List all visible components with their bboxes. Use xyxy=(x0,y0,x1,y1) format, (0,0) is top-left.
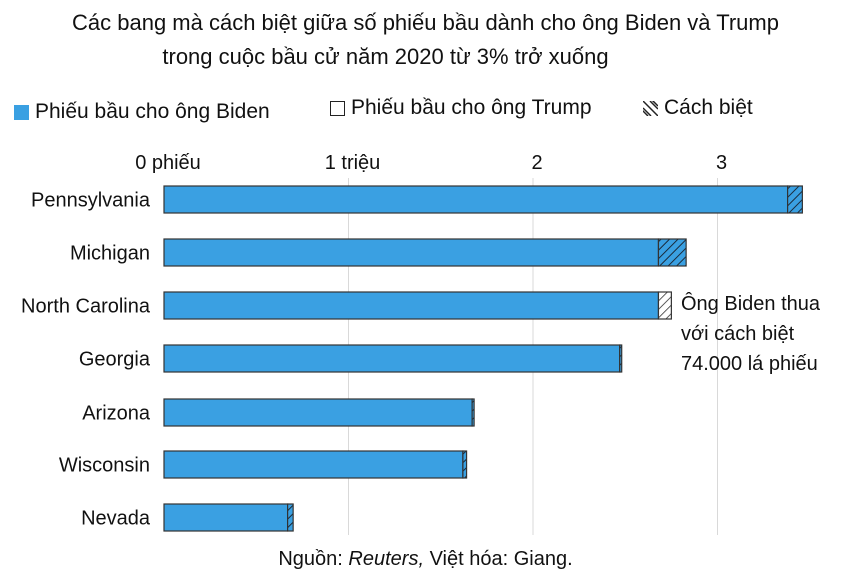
category-label: Pennsylvania xyxy=(31,190,151,212)
x-tick-label: 0 phiếu xyxy=(135,152,201,174)
category-label: Nevada xyxy=(81,508,151,530)
bar-margin xyxy=(787,185,803,214)
bar-margin xyxy=(287,503,294,532)
bars xyxy=(163,185,803,532)
source-note: Nguồn: Reuters, Việt hóa: Giang. xyxy=(0,548,851,571)
annotation-line: Ông Biden thua xyxy=(681,292,821,315)
bar-margin xyxy=(462,450,468,479)
category-label: Michigan xyxy=(70,243,150,265)
x-tick-label: 2 xyxy=(531,152,542,174)
bar-biden xyxy=(163,450,464,479)
chart-title: Các bang mà cách biệt giữa số phiếu bầu … xyxy=(0,6,851,74)
bar-margin xyxy=(619,344,623,373)
category-label: Wisconsin xyxy=(59,455,150,477)
annotation-line: 74.000 lá phiếu xyxy=(681,353,818,375)
chart-title-line-2: trong cuộc bầu cử năm 2020 từ 3% trở xuố… xyxy=(162,44,609,69)
annotation: Ông Biden thua với cách biệt 74.000 lá phi… xyxy=(681,292,821,375)
source-name: Reuters, xyxy=(348,548,425,570)
source-suffix: Việt hóa: Giang. xyxy=(424,548,573,570)
chart-title-line-1: Các bang mà cách biệt giữa số phiếu bầu … xyxy=(72,10,779,35)
legend-item-biden: Phiếu bầu cho ông Biden xyxy=(14,100,270,124)
bar-margin xyxy=(657,238,687,267)
x-tick-label: 3 xyxy=(716,152,727,174)
legend-swatch-margin xyxy=(643,100,658,116)
legend-label-biden: Phiếu bầu cho ông Biden xyxy=(35,100,270,123)
x-tick-label: 1 triệu xyxy=(325,152,381,174)
category-label: Georgia xyxy=(79,349,151,371)
category-label: Arizona xyxy=(82,403,151,425)
x-axis-tick-labels: 0 phiếu 1 triệu 2 3 xyxy=(135,152,727,174)
legend-swatch-trump xyxy=(330,100,345,116)
legend-label-trump: Phiếu bầu cho ông Trump xyxy=(351,96,592,119)
legend-label-margin: Cách biệt xyxy=(664,96,753,119)
category-label: North Carolina xyxy=(21,296,151,318)
bar-margin xyxy=(471,398,475,427)
legend: Phiếu bầu cho ông Biden Phiếu bầu cho ôn… xyxy=(0,96,851,126)
legend-swatch-biden xyxy=(14,104,29,120)
bar-biden xyxy=(163,503,289,532)
bar-margin xyxy=(657,291,672,320)
bar-biden xyxy=(163,185,789,214)
category-labels: Pennsylvania Michigan North Carolina Georgi… xyxy=(21,190,151,530)
legend-item-margin: Cách biệt xyxy=(643,96,753,120)
annotation-line: với cách biệt xyxy=(681,323,795,345)
bar-biden xyxy=(163,398,473,427)
source-prefix: Nguồn: xyxy=(278,548,349,570)
legend-item-trump: Phiếu bầu cho ông Trump xyxy=(330,96,592,120)
bar-biden xyxy=(163,238,660,267)
bar-biden xyxy=(163,344,621,373)
bar-biden xyxy=(163,291,660,320)
